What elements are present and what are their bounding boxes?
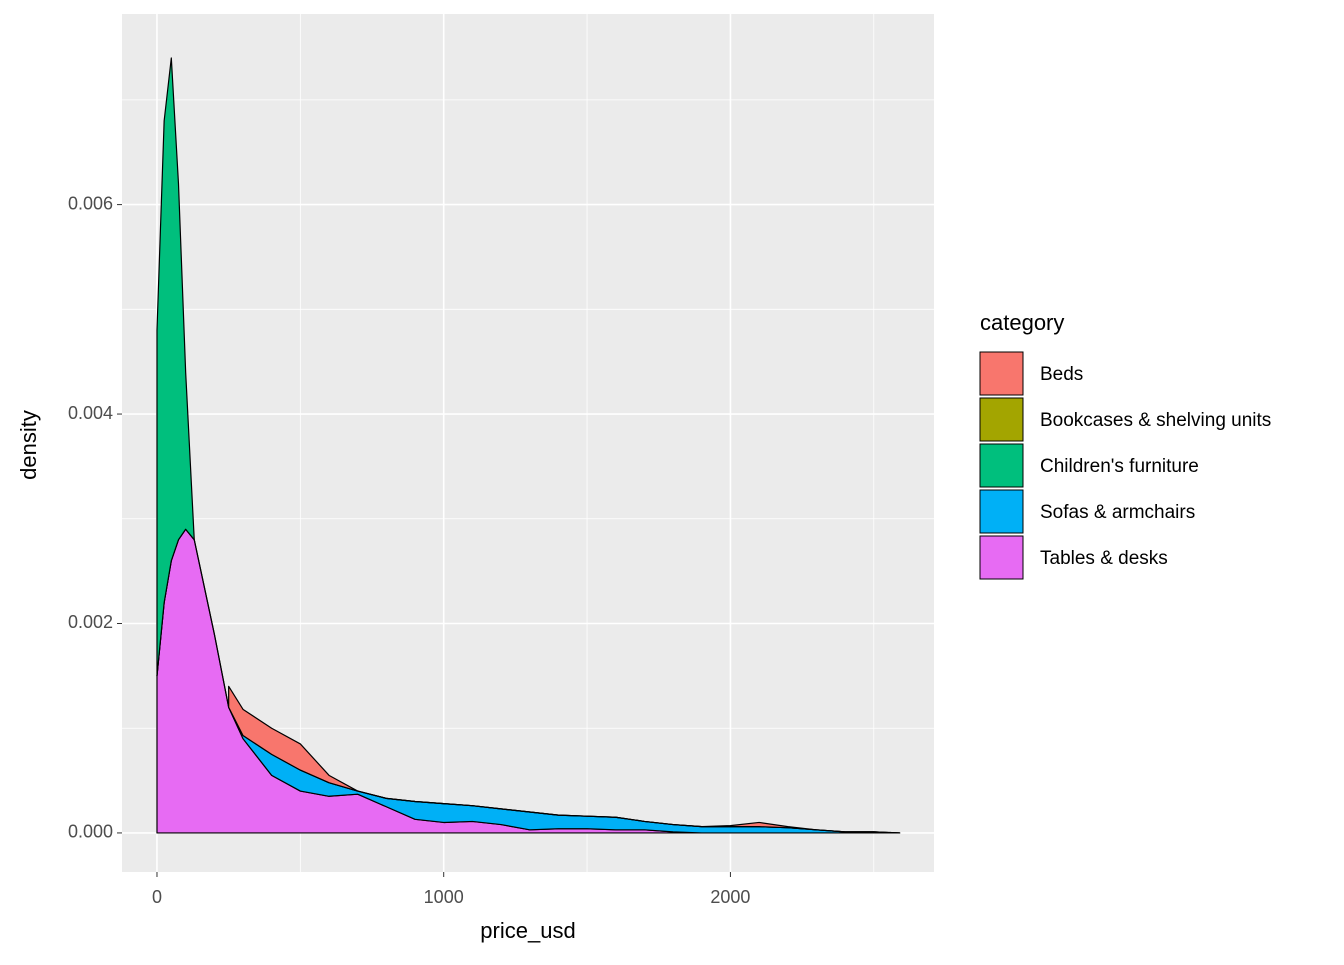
x-axis-title: price_usd: [480, 918, 575, 943]
y-tick-label: 0.002: [68, 612, 113, 632]
legend-key: [979, 351, 1024, 396]
x-tick-label: 1000: [424, 887, 464, 907]
x-tick-label: 0: [152, 887, 162, 907]
legend-key: [979, 443, 1024, 488]
legend-label: Children's furniture: [1040, 456, 1199, 477]
y-tick-label: 0.006: [68, 193, 113, 213]
legend-label: Tables & desks: [1040, 548, 1168, 569]
x-tick-label: 2000: [710, 887, 750, 907]
legend-label: Bookcases & shelving units: [1040, 410, 1271, 431]
y-tick-label: 0.004: [68, 403, 113, 423]
legend-key: [979, 489, 1024, 534]
areas: [156, 57, 901, 834]
density-area: [228, 685, 901, 834]
legend-key: [979, 535, 1024, 580]
density-area: [156, 57, 195, 677]
legend-title: category: [980, 310, 1064, 335]
y-axis-title: density: [16, 410, 41, 480]
legend-label: Beds: [1040, 364, 1083, 385]
legend-label: Sofas & armchairs: [1040, 502, 1195, 523]
y-tick-label: 0.000: [68, 822, 113, 842]
legend-key: [979, 397, 1024, 442]
legend: Beds Bookcases & shelving units Children's…: [979, 351, 1271, 580]
